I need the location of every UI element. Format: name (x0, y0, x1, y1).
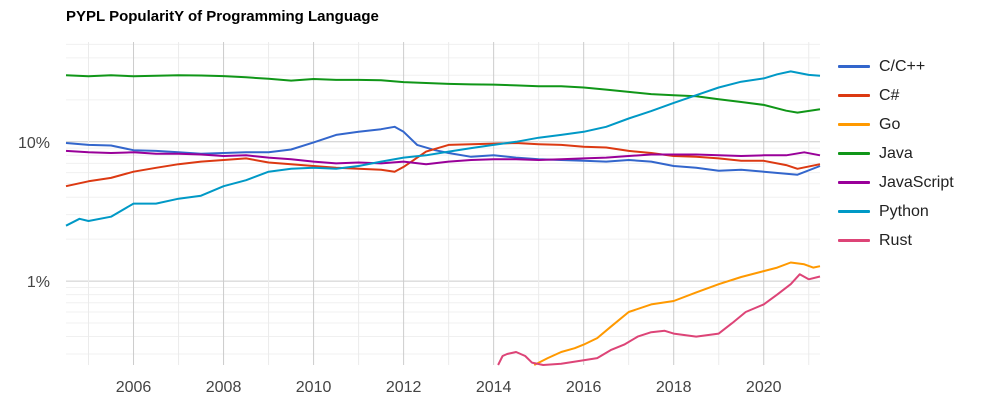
x-tick-label: 2012 (386, 379, 422, 396)
legend-item[interactable]: C# (838, 81, 954, 110)
y-tick-label: 1% (27, 274, 50, 291)
legend-item[interactable]: Python (838, 197, 954, 226)
legend-swatch (838, 239, 870, 242)
series-line-java (65, 74, 821, 114)
x-tick-label: 2006 (116, 379, 152, 396)
legend-item[interactable]: Java (838, 139, 954, 168)
series-lines (65, 70, 821, 366)
gridlines (66, 42, 820, 365)
series-line-go (533, 261, 821, 366)
x-tick-label: 2010 (296, 379, 332, 396)
series-line-c-c (65, 125, 821, 176)
legend-item[interactable]: C/C++ (838, 52, 954, 81)
legend-swatch (838, 123, 870, 126)
chart-title: PYPL PopularitY of Programming Language (66, 8, 379, 25)
series-line-c (65, 142, 821, 188)
legend: C/C++ C# Go Java JavaScript Python Rust (838, 52, 954, 255)
x-tick-label: 2020 (746, 379, 782, 396)
legend-label: Go (879, 115, 901, 133)
series-line-javascript (65, 149, 821, 166)
legend-swatch (838, 181, 870, 184)
legend-swatch (838, 152, 870, 155)
y-tick-label: 10% (18, 135, 50, 152)
x-tick-label: 2018 (656, 379, 692, 396)
legend-label: Rust (879, 231, 912, 249)
x-tick-label: 2016 (566, 379, 602, 396)
legend-label: Java (879, 144, 913, 162)
legend-swatch (838, 94, 870, 97)
legend-swatch (838, 65, 870, 68)
legend-label: C/C++ (879, 57, 926, 75)
series-line-python (65, 70, 821, 227)
x-tick-label: 2014 (476, 379, 512, 396)
legend-label: Python (879, 202, 929, 220)
series-line-rust (497, 273, 821, 366)
legend-swatch (838, 210, 870, 213)
legend-item[interactable]: JavaScript (838, 168, 954, 197)
y-axis-ticks: 10% 1% (18, 135, 50, 291)
legend-item[interactable]: Rust (838, 226, 954, 255)
x-tick-label: 2008 (206, 379, 242, 396)
x-axis-ticks: 2006 2008 2010 2012 2014 2016 2018 2020 (116, 379, 782, 396)
legend-item[interactable]: Go (838, 110, 954, 139)
legend-label: C# (879, 86, 900, 104)
legend-label: JavaScript (879, 173, 954, 191)
